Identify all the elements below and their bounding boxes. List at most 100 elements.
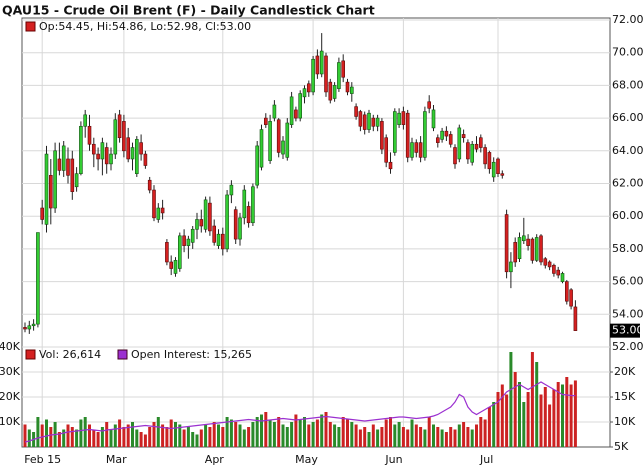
y2-tick-label: 10K [614, 415, 636, 428]
candle-body [208, 202, 212, 232]
candle-body [165, 242, 169, 263]
volume-bar [573, 380, 577, 447]
volume-bar [195, 434, 199, 447]
candle-body [341, 60, 346, 78]
candle-body [513, 242, 518, 263]
volume-bar [483, 419, 487, 447]
volume-bar [83, 417, 87, 447]
candle-body [36, 232, 40, 325]
candle-body [169, 261, 173, 269]
volume-bar [36, 417, 40, 447]
volume-bar [393, 424, 397, 447]
volume-bar [208, 427, 212, 447]
candle-body [539, 235, 543, 263]
volume-bar [565, 377, 569, 447]
volume-bar [272, 422, 276, 447]
candle-body [461, 134, 466, 139]
candle-body [453, 147, 457, 165]
legend-swatch [117, 349, 128, 360]
volume-bar [234, 422, 238, 447]
candle-body [315, 55, 320, 75]
candle-body [324, 55, 328, 93]
candle-body [556, 269, 561, 276]
y-tick-label: 58.00 [612, 242, 643, 255]
volume-bar [423, 429, 427, 447]
candle-body [311, 58, 315, 93]
candle-body [410, 142, 414, 158]
volume-bar [247, 427, 251, 447]
y-tick-label: 70.00 [612, 46, 643, 59]
volume-bar [96, 432, 100, 447]
volume-bar [251, 422, 255, 447]
volume-bar [561, 384, 564, 447]
candle-body [268, 121, 272, 161]
volume-bar [122, 427, 126, 447]
candle-body [182, 235, 186, 246]
candle-body [388, 161, 393, 170]
legend-swatch [25, 21, 36, 32]
volume-bar [470, 429, 474, 447]
volume-bar [62, 429, 66, 447]
candle-body [195, 219, 199, 230]
candle-body [534, 237, 539, 261]
y-tick-label: 54.00 [612, 307, 643, 320]
volume-bar [221, 427, 225, 447]
candle-body [173, 260, 178, 274]
volume-bar [487, 407, 491, 447]
candle-body [251, 186, 255, 224]
candle-body [212, 225, 216, 243]
candle-body [491, 161, 496, 178]
candle-body [298, 93, 303, 119]
candle-body [143, 153, 148, 166]
volume-bar [298, 419, 302, 447]
candle-body [96, 153, 100, 160]
volume-bar [217, 424, 220, 447]
volume-bar [522, 402, 526, 447]
y-tick-label: 40K [0, 340, 21, 353]
candle-body [435, 137, 440, 143]
candle-body [504, 214, 509, 273]
candle-body [130, 147, 135, 160]
candle-body [564, 281, 569, 302]
volume-bar [88, 424, 91, 447]
y-tick-label: 62.00 [612, 177, 643, 190]
volume-bar [303, 417, 306, 447]
volume-bar [432, 424, 435, 447]
volume-bar [457, 424, 461, 447]
candle-body [156, 207, 161, 220]
volume-bar [492, 402, 496, 447]
candle-body [31, 323, 36, 327]
candle-body [160, 207, 165, 214]
volume-bar [135, 429, 139, 447]
y-tick-label: 60.00 [612, 209, 643, 222]
last-price-label: 53.00 [612, 324, 643, 337]
candle-body [569, 289, 573, 307]
candle-body [263, 117, 268, 125]
candle-body [367, 112, 371, 130]
candle-body [276, 119, 281, 153]
candle-body [229, 184, 234, 196]
volume-bar [397, 422, 401, 447]
candle-body [203, 199, 208, 230]
volume-bar [199, 429, 203, 447]
x-tick-label: Apr [205, 453, 225, 466]
volume-bar [518, 382, 521, 447]
candle-body [152, 189, 156, 219]
volume-bar [191, 432, 195, 447]
x-tick-label: Jul [479, 453, 493, 466]
volume-bar [186, 427, 190, 447]
y-tick-label: 64.00 [612, 144, 643, 157]
volume-bar [307, 424, 311, 447]
volume-bar [156, 417, 160, 447]
volume-bar [406, 429, 410, 447]
volume-bar [118, 419, 122, 447]
candle-body [328, 81, 333, 101]
candle-body [70, 158, 75, 192]
candle-body [362, 114, 367, 130]
volume-bar [165, 427, 169, 447]
candle-body [345, 81, 350, 93]
volume-bar [552, 389, 556, 447]
candle-body [289, 96, 294, 125]
y-tick-label: 52.00 [612, 340, 643, 353]
candle-body [547, 261, 552, 268]
